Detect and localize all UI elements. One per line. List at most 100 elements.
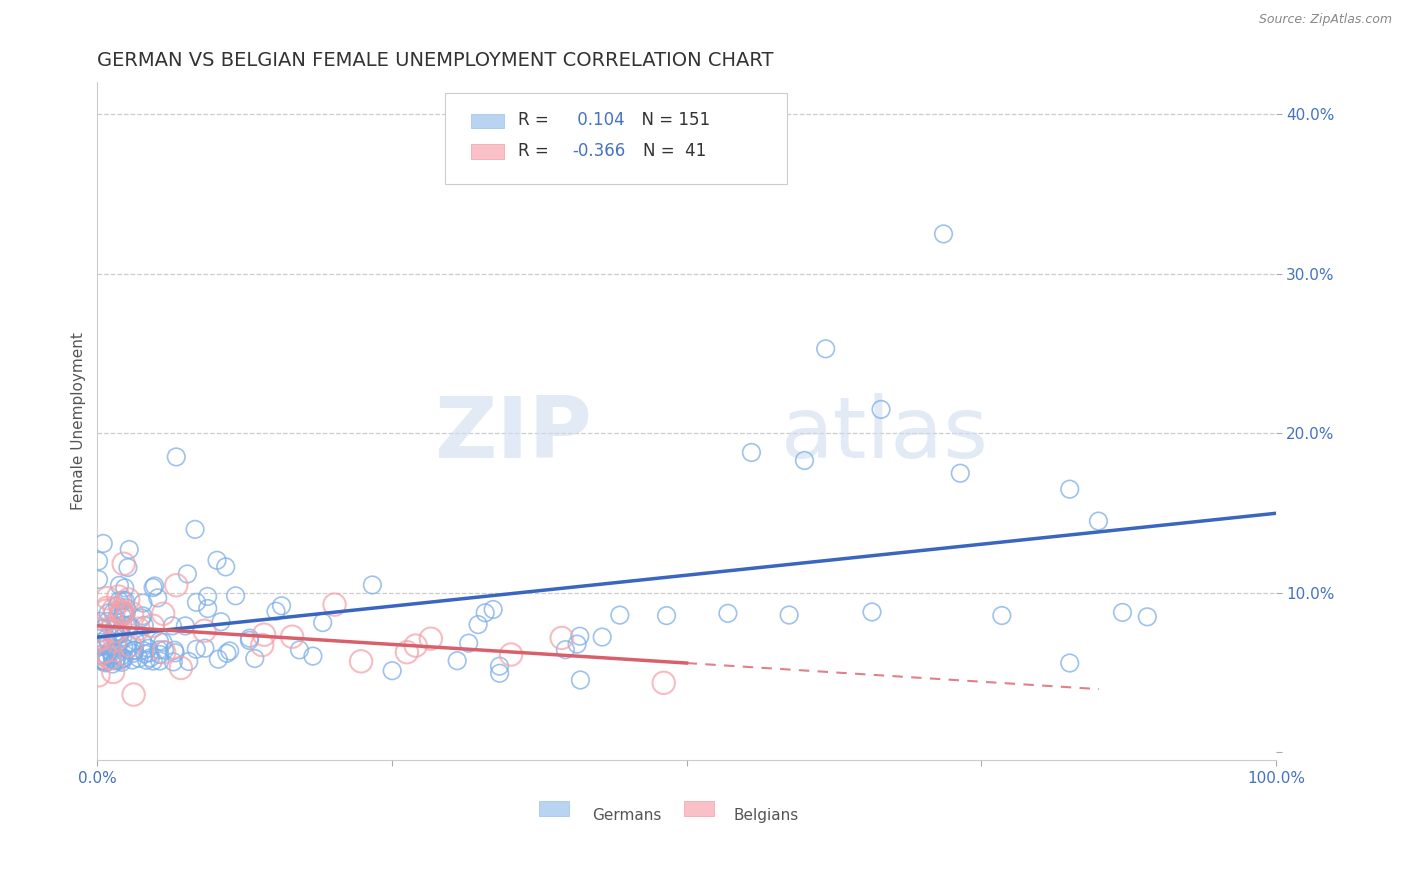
Point	[105, 628, 128, 642]
Point	[111, 630, 134, 644]
Text: R =: R =	[517, 142, 554, 160]
Point	[90, 654, 112, 668]
Point	[139, 651, 162, 665]
Point	[165, 450, 187, 464]
Text: Source: ZipAtlas.com: Source: ZipAtlas.com	[1258, 13, 1392, 27]
Point	[153, 643, 176, 657]
Point	[108, 654, 131, 668]
Point	[94, 655, 117, 669]
Point	[488, 666, 510, 681]
Point	[991, 608, 1014, 623]
Point	[105, 612, 128, 626]
Point	[184, 522, 207, 536]
Point	[87, 628, 110, 642]
Point	[122, 646, 145, 660]
Point	[97, 635, 120, 649]
FancyBboxPatch shape	[471, 113, 503, 128]
Point	[112, 605, 135, 619]
Point	[134, 618, 156, 632]
Point	[253, 628, 276, 642]
Text: atlas: atlas	[780, 393, 988, 476]
Point	[1087, 514, 1109, 528]
Point	[101, 649, 124, 664]
Point	[108, 624, 131, 639]
Point	[87, 668, 110, 682]
Point	[239, 631, 262, 645]
FancyBboxPatch shape	[685, 801, 714, 816]
Point	[121, 607, 143, 621]
Point	[186, 642, 208, 657]
Point	[323, 598, 346, 612]
Point	[165, 646, 187, 660]
Point	[1111, 606, 1133, 620]
Point	[655, 608, 678, 623]
Point	[778, 607, 800, 622]
Point	[117, 642, 139, 657]
Point	[128, 651, 150, 665]
Point	[117, 637, 139, 651]
Point	[122, 688, 145, 702]
Point	[142, 619, 165, 633]
Point	[312, 615, 335, 630]
Point	[209, 615, 232, 629]
Point	[152, 607, 174, 621]
Point	[176, 566, 198, 581]
Point	[117, 560, 139, 574]
Point	[218, 644, 240, 658]
Point	[112, 640, 135, 655]
Point	[474, 606, 496, 620]
FancyBboxPatch shape	[540, 801, 569, 816]
Point	[115, 600, 138, 615]
Point	[569, 673, 592, 687]
Point	[932, 227, 955, 241]
Point	[96, 601, 118, 615]
Point	[103, 629, 125, 643]
Point	[111, 609, 134, 624]
FancyBboxPatch shape	[446, 93, 787, 184]
Point	[100, 644, 122, 658]
Point	[551, 631, 574, 645]
Point	[149, 648, 172, 662]
Point	[87, 573, 110, 587]
Point	[153, 645, 176, 659]
Point	[215, 646, 238, 660]
Point	[482, 602, 505, 616]
Point	[163, 643, 186, 657]
Y-axis label: Female Unemployment: Female Unemployment	[72, 333, 86, 510]
Point	[717, 607, 740, 621]
Point	[91, 654, 114, 668]
Text: ZIP: ZIP	[434, 393, 592, 476]
Point	[554, 642, 576, 657]
Point	[93, 649, 115, 664]
Point	[165, 578, 187, 592]
Point	[110, 607, 132, 621]
Point	[111, 652, 134, 666]
Point	[361, 578, 384, 592]
Point	[174, 619, 197, 633]
Point	[149, 654, 172, 668]
Point	[120, 618, 142, 632]
Point	[457, 636, 479, 650]
Point	[148, 634, 170, 648]
Point	[793, 453, 815, 467]
Point	[142, 581, 165, 595]
Text: N =  41: N = 41	[643, 142, 706, 160]
Point	[96, 631, 118, 645]
Point	[110, 607, 132, 621]
Point	[117, 618, 139, 632]
Point	[124, 633, 146, 648]
Point	[111, 655, 134, 669]
Point	[568, 629, 591, 643]
Point	[114, 581, 136, 595]
Point	[115, 607, 138, 621]
Point	[1136, 609, 1159, 624]
Point	[105, 652, 128, 666]
Point	[565, 637, 588, 651]
Point	[197, 590, 219, 604]
Point	[467, 617, 489, 632]
Point	[101, 652, 124, 666]
Point	[860, 605, 883, 619]
Point	[134, 647, 156, 661]
Point	[194, 641, 217, 656]
Point	[814, 342, 837, 356]
